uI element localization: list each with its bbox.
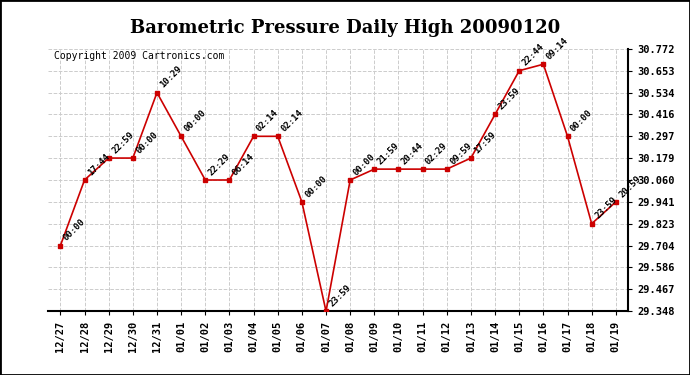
Text: 21:59: 21:59 [376,141,401,166]
Text: 23:59: 23:59 [328,283,353,309]
Text: 10:29: 10:29 [159,64,184,90]
Text: Copyright 2009 Cartronics.com: Copyright 2009 Cartronics.com [54,51,224,62]
Text: 22:44: 22:44 [521,42,546,68]
Text: 09:59: 09:59 [448,141,473,166]
Text: 00:00: 00:00 [135,130,159,155]
Text: 00:00: 00:00 [183,108,208,134]
Text: 02:14: 02:14 [279,108,304,134]
Text: 17:59: 17:59 [473,130,497,155]
Text: 02:29: 02:29 [424,141,449,166]
Text: 23:59: 23:59 [497,86,522,112]
Text: 00:00: 00:00 [304,174,328,199]
Text: Barometric Pressure Daily High 20090120: Barometric Pressure Daily High 20090120 [130,19,560,37]
Text: 09:14: 09:14 [545,36,570,62]
Text: 06:14: 06:14 [231,152,256,177]
Text: 02:14: 02:14 [255,108,280,134]
Text: 20:59: 20:59 [618,174,642,199]
Text: 22:59: 22:59 [110,130,135,155]
Text: 23:59: 23:59 [593,195,618,221]
Text: 22:29: 22:29 [207,152,232,177]
Text: 20:44: 20:44 [400,141,425,166]
Text: 00:00: 00:00 [352,152,377,177]
Text: 00:00: 00:00 [62,217,87,243]
Text: 17:44: 17:44 [86,152,111,177]
Text: 00:00: 00:00 [569,108,594,134]
